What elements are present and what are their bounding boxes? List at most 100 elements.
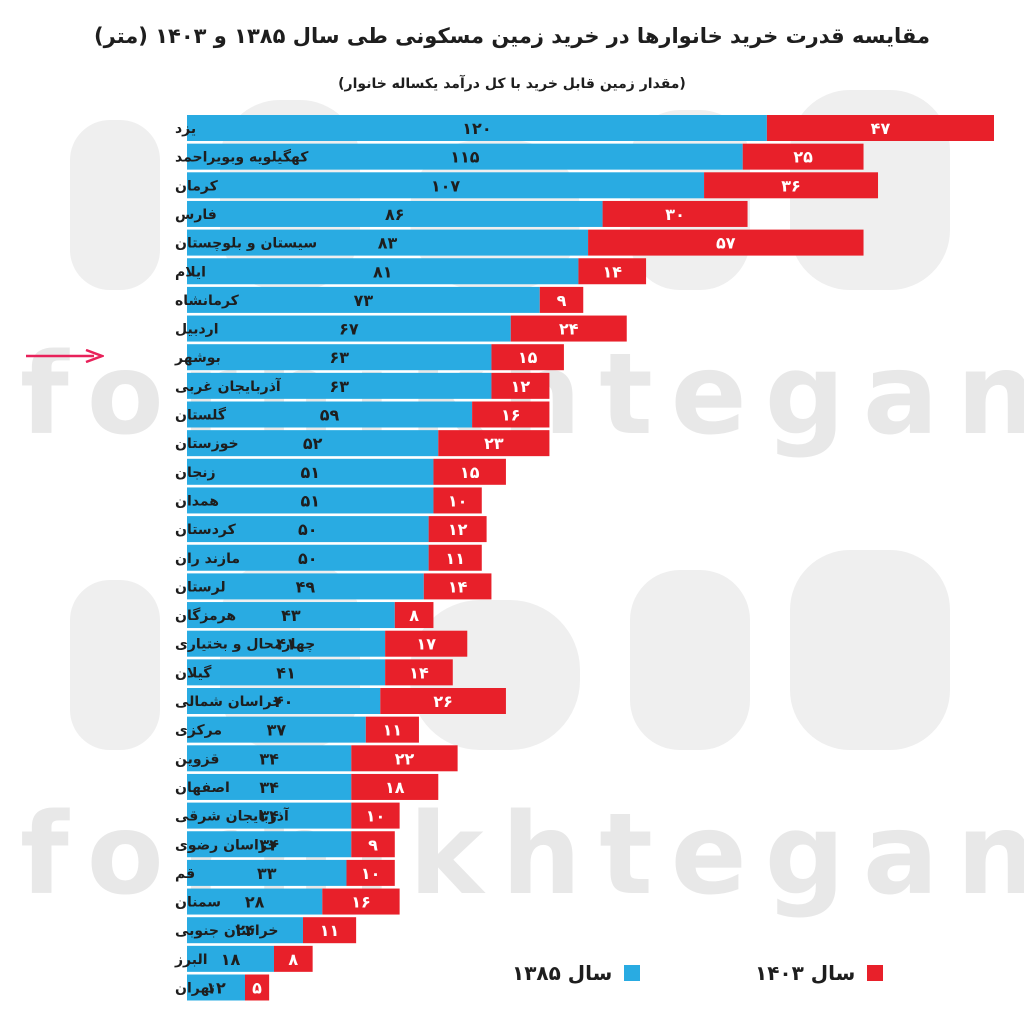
bar-1385 [187, 172, 705, 199]
category-label: یزد [175, 121, 196, 137]
bar-1403 [433, 458, 506, 485]
bar-1403 [491, 372, 550, 399]
category-label: مازند ران [175, 551, 240, 567]
category-label: اصفهان [175, 780, 230, 796]
data-label-1403: ۱۲ [511, 377, 531, 396]
bar-1403 [351, 773, 439, 800]
data-label-1385: ۴۹ [296, 577, 316, 596]
category-label: لرستان [175, 579, 226, 595]
bar-1385 [187, 115, 767, 141]
data-label-1385: ۴۰ [274, 692, 294, 711]
bar-1385 [187, 344, 492, 371]
bar-1403 [385, 659, 453, 686]
bar-1385 [187, 286, 540, 313]
bar-1403 [510, 315, 627, 342]
data-label-1403: ۵ [252, 979, 262, 998]
legend-swatch-1385 [624, 965, 641, 981]
data-label-1385: ۱۲۰ [462, 119, 491, 138]
data-label-1403: ۹ [557, 291, 567, 310]
category-label: اردبیل [175, 322, 219, 338]
data-label-1403: ۱۸ [385, 778, 405, 797]
data-label-1385: ۱۰۷ [431, 176, 461, 195]
data-label-1403: ۱۷ [416, 635, 436, 654]
bar-1385 [187, 630, 386, 657]
data-label-1385: ۵۰ [298, 549, 318, 568]
data-label-1403: ۹ [368, 835, 378, 854]
category-label: گیلان [175, 664, 212, 681]
data-label-1385: ۶۷ [339, 320, 359, 339]
bar-1385 [187, 430, 439, 457]
data-label-1385: ۵۲ [303, 434, 323, 453]
bar-1385 [187, 974, 245, 1001]
category-label: زنجان [175, 465, 216, 481]
bar-1403 [539, 286, 584, 313]
data-label-1385: ۱۸ [221, 950, 241, 969]
data-label-1385: ۴۳ [281, 606, 301, 625]
data-label-1403: ۱۶ [351, 893, 371, 912]
data-label-1403: ۲۳ [484, 434, 504, 453]
data-label-1403: ۱۱ [383, 721, 403, 740]
category-label: ایلام [175, 264, 206, 280]
data-label-1385: ۵۱ [300, 463, 320, 482]
data-label-1403: ۵۷ [716, 234, 736, 253]
data-label-1385: ۵۱ [300, 491, 320, 510]
bar-1403 [472, 401, 550, 428]
bar-1403 [385, 630, 468, 657]
category-label: خوزستان [175, 436, 239, 452]
bar-1403 [704, 172, 879, 199]
bar-1385 [187, 458, 434, 485]
category-label: خراسان رضوی [175, 837, 278, 853]
data-label-1403: ۲۴ [559, 320, 579, 339]
data-label-1403: ۱۲ [448, 520, 468, 539]
bar-1385 [187, 200, 603, 227]
bar-1403 [433, 487, 482, 514]
data-label-1385: ۴۱ [276, 635, 296, 654]
legend-swatch-1403 [867, 965, 884, 981]
data-label-1403: ۱۱ [445, 549, 465, 568]
data-label-1385: ۵۰ [298, 520, 318, 539]
data-label-1403: ۳۰ [665, 205, 685, 224]
bar-1403 [322, 888, 400, 915]
bar-1385 [187, 716, 366, 743]
data-label-1385: ۸۶ [385, 205, 405, 224]
legend-label-1385: سال ۱۳۸۵ [512, 961, 613, 985]
bar-1403 [273, 945, 313, 972]
bar-1385 [187, 401, 473, 428]
bar-1385 [187, 917, 303, 944]
data-label-1403: ۱۰ [448, 491, 468, 510]
bar-1403 [578, 258, 647, 285]
bar-1403 [428, 544, 482, 571]
bar-1403 [742, 143, 864, 170]
bar-1403 [351, 745, 458, 772]
data-label-1385: ۳۴ [259, 807, 279, 826]
data-label-1385: ۷۳ [354, 291, 374, 310]
data-label-1403: ۲۲ [395, 749, 415, 768]
category-label: قزوین [175, 751, 219, 767]
data-label-1385: ۱۲ [206, 979, 226, 998]
data-label-1403: ۸ [409, 606, 419, 625]
data-label-1403: ۱۱ [320, 921, 340, 940]
chart-subtitle: (مقدار زمین قابل خرید با کل درآمد یکساله… [338, 76, 686, 92]
bar-1403 [394, 602, 434, 629]
category-label: کردستان [175, 522, 237, 538]
bar-1385 [187, 888, 323, 915]
category-label: سیستان و بلوچستان [175, 236, 317, 252]
category-label: فارس [175, 207, 217, 223]
bar-1403 [365, 716, 419, 743]
bar-1385 [187, 945, 274, 972]
data-label-1385: ۳۳ [257, 864, 277, 883]
data-label-1385: ۶۳ [329, 377, 349, 396]
bar-1385 [187, 372, 492, 399]
highlight-arrow-icon [26, 349, 104, 363]
bar-1403 [438, 430, 550, 457]
bar-1385 [187, 602, 395, 629]
category-label: سمنان [175, 895, 221, 911]
category-label: آذربایجان شرقی [175, 807, 290, 825]
category-label: البرز [174, 952, 208, 968]
category-label: آذربایجان غربی [175, 377, 282, 395]
data-label-1403: ۱۶ [501, 406, 521, 425]
data-label-1403: ۳۶ [781, 176, 801, 195]
category-label: قم [175, 866, 195, 882]
bar-1403 [602, 200, 748, 227]
